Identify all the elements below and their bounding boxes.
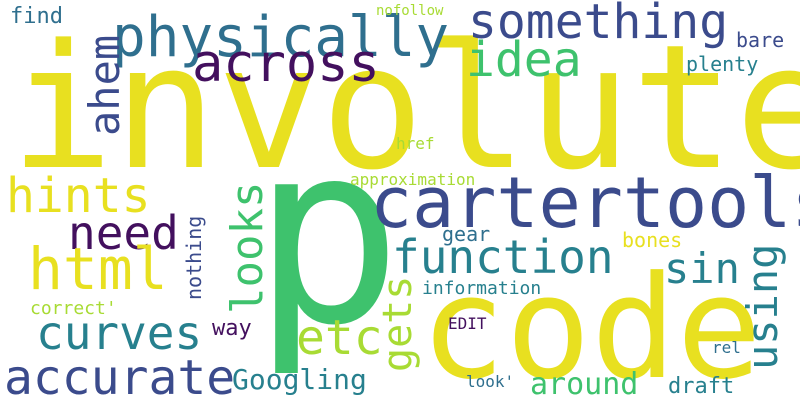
word-code: code: [420, 246, 762, 400]
word-using: using: [738, 243, 787, 370]
word-something: something: [468, 0, 729, 50]
word-bones: bones: [622, 228, 683, 252]
word-edit: EDIT: [448, 314, 487, 333]
word-way: way: [212, 316, 252, 341]
word-involute: involute: [10, 7, 800, 208]
word-gets: gets: [375, 275, 421, 372]
word-plenty: plenty: [686, 52, 759, 76]
word-p: p: [252, 89, 403, 380]
word-look: look': [466, 372, 515, 391]
word-gear: gear: [442, 222, 491, 246]
word-curves: curves: [36, 306, 203, 360]
word-nothing: nothing: [182, 215, 206, 300]
word-etc: etc: [296, 310, 383, 366]
word-googling: Googling: [232, 363, 367, 396]
word-draft: draft: [668, 374, 735, 399]
word-nofollow: nofollow: [376, 3, 444, 19]
word-sin: sin: [664, 244, 740, 293]
word-rel: rel: [712, 338, 741, 357]
word-need: need: [68, 206, 179, 260]
word-ahem: ahem: [80, 34, 129, 136]
word-bare: bare: [736, 28, 785, 52]
word-across: across: [192, 34, 380, 94]
word-around: around: [530, 367, 639, 400]
word-find: find: [10, 4, 63, 29]
word-accurate: accurate: [4, 350, 236, 400]
word-function: function: [392, 230, 614, 284]
word-cartertools: cartertools: [370, 162, 800, 244]
word-href: href: [396, 134, 435, 153]
word-looks: looks: [222, 181, 273, 314]
word-approximation: approximation: [350, 170, 476, 189]
word-idea: idea: [466, 32, 582, 88]
word-information: information: [422, 278, 542, 299]
word-physically: physically: [112, 5, 450, 70]
word-correct: correct': [30, 298, 117, 319]
word-html: html: [28, 235, 168, 303]
word-hints: hints: [6, 168, 151, 224]
